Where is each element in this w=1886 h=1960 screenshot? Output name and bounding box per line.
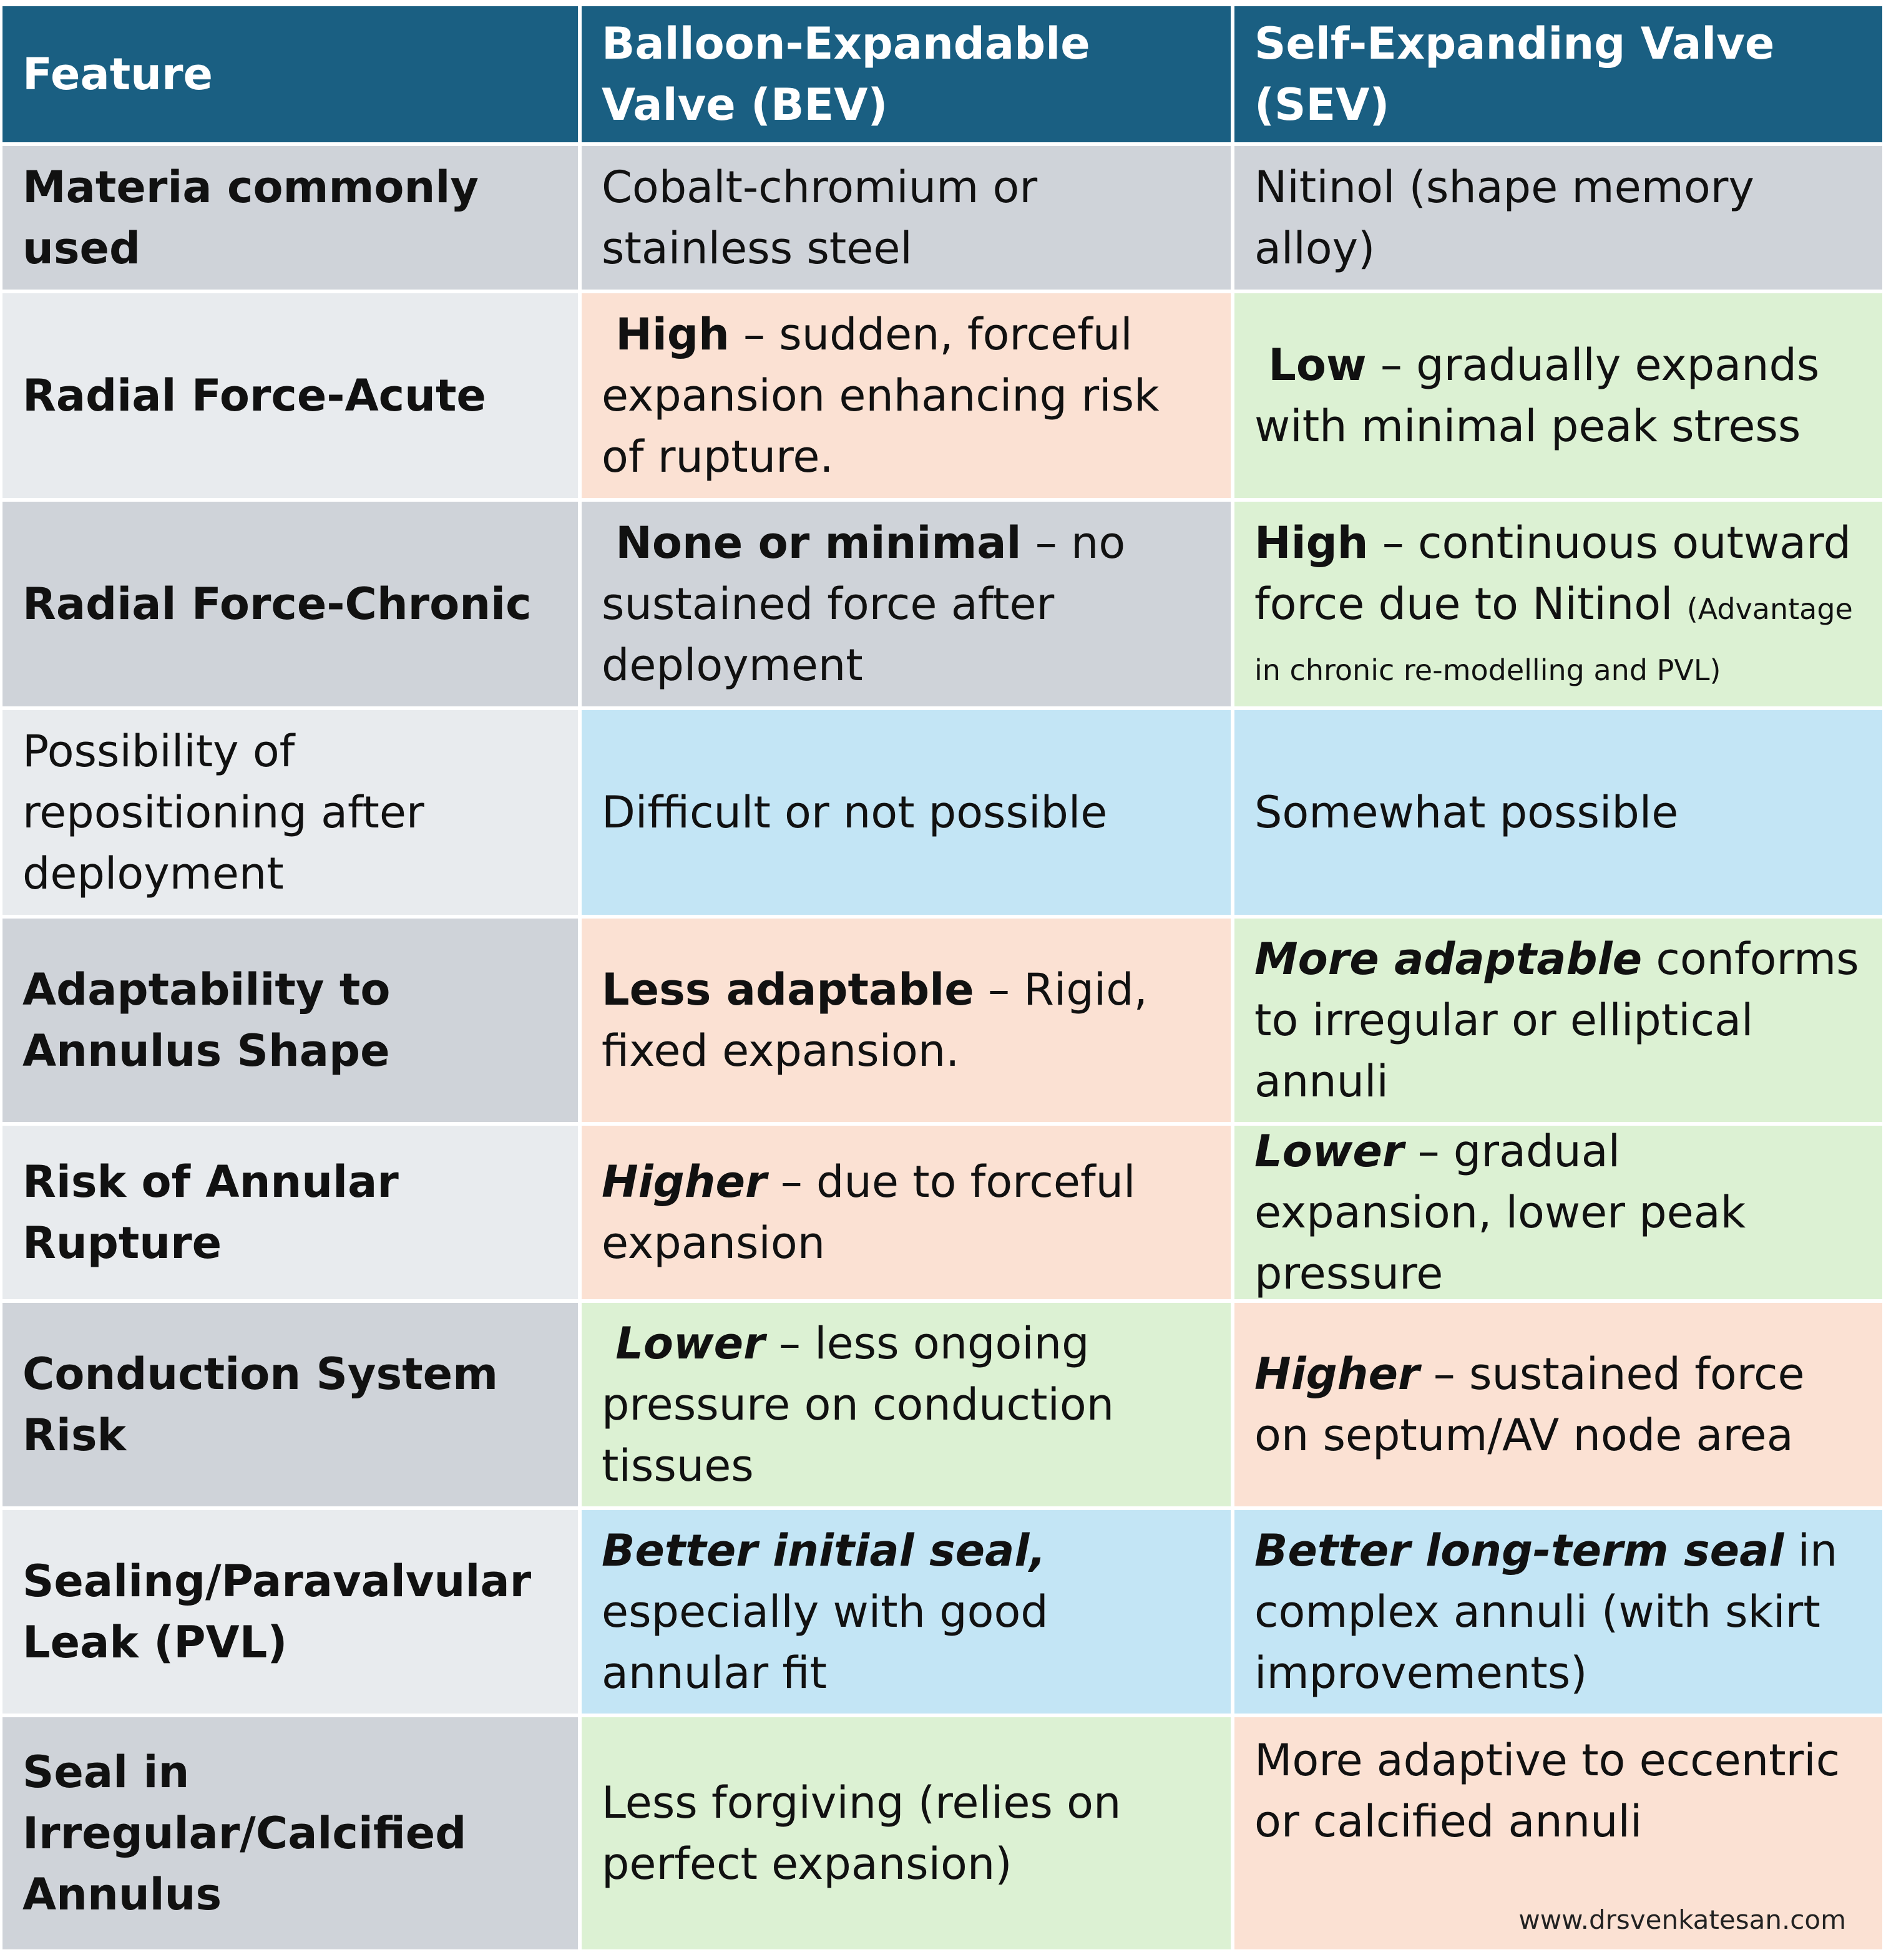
sev-lead: Lower (1254, 1126, 1404, 1177)
row-feature-material: Materia commonly used (2, 146, 578, 290)
bev-lead: High (615, 309, 730, 360)
row-feature-rupture: Risk of Annular Rupture (2, 1126, 578, 1299)
header-sev: Self-Expanding Valve (SEV) (1234, 6, 1882, 142)
row-sev-conduction: Higher – sustained force on septum/AV no… (1234, 1303, 1882, 1506)
sev-text: Better long-term seal in complex annuli … (1254, 1520, 1862, 1704)
feature-label: Conduction System Risk (22, 1348, 499, 1461)
comparison-table: Feature Balloon-Expandable Valve (BEV) S… (2, 6, 1882, 1953)
sev-text: Lower – gradual expansion, lower peak pr… (1254, 1121, 1862, 1304)
bev-text: High – sudden, forceful expansion enhanc… (602, 304, 1211, 487)
bev-text: None or minimal – no sustained force aft… (602, 512, 1211, 696)
header-feature-text: Feature (22, 49, 213, 100)
row-sev-rupture: Lower – gradual expansion, lower peak pr… (1234, 1126, 1882, 1299)
row-bev-sealing: Better initial seal, especially with goo… (582, 1510, 1231, 1714)
row-sev-material: Nitinol (shape memory alloy) (1234, 146, 1882, 290)
bev-lead: Better initial seal, (602, 1525, 1046, 1576)
bev-rest: – due to forceful expansion (602, 1156, 1136, 1269)
row-bev-radial-chronic: None or minimal – no sustained force aft… (582, 502, 1231, 706)
watermark: www.drsvenkatesan.com (1518, 1904, 1846, 1935)
row-sev-sealing: Better long-term seal in complex annuli … (1234, 1510, 1882, 1714)
sev-text: More adaptive to eccentric or calcified … (1254, 1735, 1840, 1847)
feature-label: Sealing/Paravalvular Leak (PVL) (22, 1556, 532, 1668)
header-sev-text: Self-Expanding Valve (SEV) (1254, 18, 1775, 130)
row-feature-radial-acute: Radial Force-Acute (2, 293, 578, 498)
bev-text: Less forgiving (relies on perfect expans… (602, 1777, 1121, 1889)
bev-rest: – less ongoing pressure on conduction ti… (602, 1318, 1115, 1491)
bev-rest: – sudden, forceful expansion enhancing r… (602, 309, 1160, 482)
bev-rest: especially with good annular fit (602, 1586, 1048, 1699)
sev-text: Low – gradually expands with minimal pea… (1254, 334, 1862, 457)
row-bev-rupture: Higher – due to forceful expansion (582, 1126, 1231, 1299)
sev-lead: Higher (1254, 1348, 1420, 1400)
bev-rest: – Rigid, fixed expansion. (602, 964, 1148, 1076)
sev-text: More adaptable conforms to irregular or … (1254, 929, 1862, 1112)
row-bev-calcified: Less forgiving (relies on perfect expans… (582, 1717, 1231, 1949)
header-bev: Balloon-Expandable Valve (BEV) (582, 6, 1231, 142)
feature-label: Materia commonly used (22, 162, 479, 274)
row-feature-sealing: Sealing/Paravalvular Leak (PVL) (2, 1510, 578, 1714)
row-feature-conduction: Conduction System Risk (2, 1303, 578, 1506)
sev-rest: in complex annuli (with skirt improvemen… (1254, 1525, 1838, 1699)
row-sev-repositioning: Somewhat possible (1234, 710, 1882, 915)
bev-rest: – no sustained force after deployment (602, 517, 1126, 691)
sev-text: High – continuous outward force due to N… (1254, 512, 1862, 696)
sev-rest: – gradual expansion, lower peak pressure (1254, 1126, 1746, 1299)
sev-lead: Low (1268, 339, 1367, 391)
row-feature-adaptability: Adaptability to Annulus Shape (2, 919, 578, 1122)
row-bev-conduction: Lower – less ongoing pressure on conduct… (582, 1303, 1231, 1506)
bev-lead: None or minimal (615, 517, 1022, 568)
sev-note: (Advantage in chronic re-modelling and P… (1254, 592, 1853, 687)
header-feature: Feature (2, 6, 578, 142)
row-bev-radial-acute: High – sudden, forceful expansion enhanc… (582, 293, 1231, 498)
row-sev-adaptability: More adaptable conforms to irregular or … (1234, 919, 1882, 1122)
feature-label: Radial Force-Chronic (22, 578, 532, 630)
row-feature-radial-chronic: Radial Force-Chronic (2, 502, 578, 706)
sev-rest: – continuous outward force due to Nitino… (1254, 517, 1852, 630)
header-bev-text: Balloon-Expandable Valve (BEV) (602, 18, 1090, 130)
feature-label: Possibility of repositioning after deplo… (22, 726, 424, 899)
bev-text: Higher – due to forceful expansion (602, 1151, 1211, 1274)
row-sev-calcified: More adaptive to eccentric or calcified … (1234, 1717, 1882, 1949)
sev-rest: – gradually expands with minimal peak st… (1254, 339, 1820, 452)
sev-text: Somewhat possible (1254, 787, 1679, 838)
feature-label: Adaptability to Annulus Shape (22, 964, 391, 1076)
bev-lead: Lower (615, 1318, 765, 1369)
feature-label: Radial Force-Acute (22, 370, 486, 421)
row-sev-radial-acute: Low – gradually expands with minimal pea… (1234, 293, 1882, 498)
sev-lead: Better long-term seal (1254, 1525, 1784, 1576)
row-feature-repositioning: Possibility of repositioning after deplo… (2, 710, 578, 915)
row-feature-calcified: Seal in Irregular/Calcified Annulus (2, 1717, 578, 1949)
sev-rest: – sustained force on septum/AV node area (1254, 1348, 1805, 1461)
row-bev-material: Cobalt-chromium or stainless steel (582, 146, 1231, 290)
row-bev-repositioning: Difficult or not possible (582, 710, 1231, 915)
bev-text: Less adaptable – Rigid, fixed expansion. (602, 959, 1211, 1081)
bev-lead: Less adaptable (602, 964, 974, 1015)
sev-lead: More adaptable (1254, 934, 1643, 985)
bev-lead: Higher (602, 1156, 767, 1207)
sev-lead: High (1254, 517, 1369, 568)
bev-text: Lower – less ongoing pressure on conduct… (602, 1313, 1211, 1496)
bev-text: Better initial seal, especially with goo… (602, 1520, 1211, 1704)
sev-text: Nitinol (shape memory alloy) (1254, 162, 1754, 274)
sev-text: Higher – sustained force on septum/AV no… (1254, 1343, 1862, 1466)
feature-label: Seal in Irregular/Calcified Annulus (22, 1747, 467, 1920)
row-sev-radial-chronic: High – continuous outward force due to N… (1234, 502, 1882, 706)
bev-text: Cobalt-chromium or stainless steel (602, 162, 1038, 274)
sev-rest: conforms to irregular or elliptical annu… (1254, 934, 1859, 1107)
row-bev-adaptability: Less adaptable – Rigid, fixed expansion. (582, 919, 1231, 1122)
feature-label: Risk of Annular Rupture (22, 1156, 399, 1269)
bev-text: Difficult or not possible (602, 787, 1108, 838)
